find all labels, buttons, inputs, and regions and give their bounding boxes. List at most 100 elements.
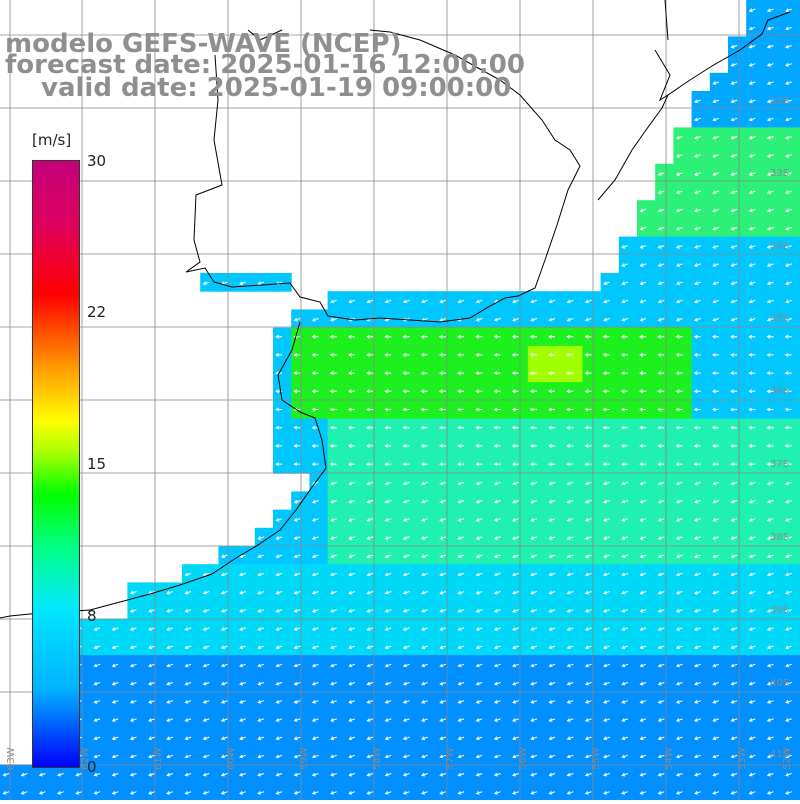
wind-arrow: [548, 317, 556, 322]
wind-arrow: [730, 462, 738, 467]
wind-arrow: [384, 663, 392, 668]
wind-cell: [455, 473, 474, 492]
wind-arrow: [347, 371, 355, 376]
wind-arrow: [202, 736, 210, 741]
wind-cell: [364, 673, 383, 693]
wind-cell: [200, 673, 219, 693]
wind-cell: [637, 382, 656, 401]
wind-arrow: [111, 645, 119, 650]
wind-arrow: [712, 536, 720, 540]
wind-arrow: [529, 334, 537, 339]
wind-arrow: [584, 371, 592, 376]
wind-arrow: [785, 81, 792, 85]
wind-arrow: [766, 425, 774, 430]
colorbar: [32, 160, 80, 768]
wind-arrow: [347, 334, 355, 339]
wind-cell: [491, 327, 511, 347]
wind-arrow: [457, 754, 465, 759]
wind-cell: [600, 309, 620, 329]
wind-cell: [418, 782, 438, 802]
wind-arrow: [639, 554, 647, 559]
wind-arrow: [239, 572, 246, 577]
wind-cell: [618, 618, 638, 638]
wind-cell: [436, 782, 456, 802]
wind-arrow: [675, 699, 683, 704]
wind-cell: [182, 655, 201, 674]
wind-arrow: [420, 443, 428, 448]
wind-cell: [764, 91, 784, 110]
wind-cell: [200, 600, 219, 620]
wind-arrow: [475, 334, 483, 339]
wind-cell: [709, 91, 729, 110]
wind-cell: [746, 709, 765, 729]
wind-cell: [691, 182, 711, 201]
wind-arrow: [402, 699, 410, 704]
wind-arrow: [766, 153, 774, 158]
wind-cell: [309, 455, 329, 474]
wind-arrow: [2, 772, 10, 777]
wind-cell: [327, 709, 347, 729]
wind-arrow: [530, 645, 538, 650]
wind-arrow: [748, 718, 756, 722]
wind-arrow: [493, 627, 501, 631]
wind-arrow: [421, 681, 428, 686]
wind-cell: [673, 527, 693, 547]
wind-arrow: [220, 736, 228, 741]
wind-arrow: [148, 772, 155, 777]
wind-arrow: [457, 536, 465, 540]
wind-arrow: [493, 352, 501, 357]
wind-arrow: [530, 681, 538, 686]
wind-arrow: [111, 718, 119, 722]
wind-arrow: [220, 663, 228, 668]
wind-arrow: [348, 718, 356, 722]
wind-cell: [546, 673, 565, 693]
wind-cell: [600, 509, 620, 529]
wind-cell: [291, 764, 310, 784]
wind-arrow: [530, 754, 538, 759]
wind-arrow: [603, 681, 610, 686]
wind-cell: [200, 655, 219, 674]
longitude-label: 60W: [226, 747, 237, 770]
wind-arrow: [111, 754, 119, 759]
wind-arrow: [366, 736, 374, 741]
wind-arrow: [694, 754, 701, 759]
wind-arrow: [384, 554, 392, 559]
wind-arrow: [330, 772, 337, 777]
wind-cell: [382, 782, 401, 802]
wind-arrow: [657, 317, 665, 322]
wind-arrow: [748, 536, 756, 540]
wind-arrow: [712, 627, 720, 631]
wind-cell: [327, 455, 347, 474]
wind-cell: [691, 473, 711, 492]
wind-cell: [637, 527, 656, 547]
wind-arrow: [421, 663, 428, 668]
wind-arrow: [712, 172, 720, 176]
wind-cell: [600, 655, 620, 674]
wind-cell: [564, 382, 583, 401]
wind-cell: [382, 655, 401, 674]
wind-cell: [163, 637, 183, 656]
wind-arrow: [184, 608, 192, 613]
wind-arrow: [766, 117, 774, 122]
wind-cell: [473, 673, 492, 693]
wind-arrow: [548, 352, 556, 357]
wind-arrow: [603, 554, 610, 559]
wind-cell: [764, 600, 784, 620]
wind-arrow: [657, 627, 665, 631]
wind-arrow: [311, 736, 319, 741]
wind-cell: [436, 600, 456, 620]
longitude-label: 55W: [591, 747, 602, 770]
wind-cell: [709, 400, 729, 420]
wind-arrow: [184, 627, 192, 631]
wind-cell: [254, 637, 274, 656]
wind-cell: [309, 655, 329, 674]
colorbar-tick: 0: [87, 758, 97, 776]
wind-cell: [0, 764, 19, 784]
wind-cell: [473, 709, 492, 729]
wind-arrow: [384, 754, 392, 759]
wind-cell: [655, 182, 674, 201]
wind-cell: [345, 546, 365, 565]
wind-cell: [436, 327, 456, 347]
wind-arrow: [694, 281, 701, 286]
wind-cell: [655, 673, 674, 693]
